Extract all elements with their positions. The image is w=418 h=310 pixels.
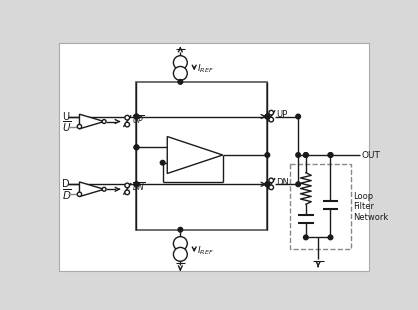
Circle shape: [125, 183, 130, 188]
Bar: [136, 82, 268, 230]
Text: +: +: [174, 142, 182, 152]
Circle shape: [134, 182, 139, 187]
Text: D: D: [62, 179, 69, 189]
Circle shape: [265, 153, 270, 157]
Circle shape: [178, 80, 183, 84]
Circle shape: [102, 120, 106, 123]
Polygon shape: [79, 114, 104, 129]
Text: $\overline{U}$: $\overline{U}$: [62, 119, 71, 134]
Circle shape: [173, 66, 187, 80]
Circle shape: [173, 247, 187, 261]
Circle shape: [134, 182, 139, 187]
Circle shape: [125, 122, 130, 127]
Text: Loop
Filter
Network: Loop Filter Network: [353, 192, 388, 222]
Text: $I_{REF}$: $I_{REF}$: [196, 244, 213, 257]
Text: −: −: [174, 158, 184, 168]
Circle shape: [125, 190, 130, 195]
Polygon shape: [79, 182, 104, 197]
Circle shape: [134, 114, 139, 119]
Text: $\overline{DN}$: $\overline{DN}$: [132, 182, 145, 194]
Circle shape: [269, 178, 273, 183]
Circle shape: [328, 235, 333, 240]
Circle shape: [269, 110, 273, 115]
Text: U: U: [62, 112, 69, 122]
Circle shape: [125, 115, 130, 120]
Circle shape: [134, 145, 139, 150]
Circle shape: [102, 187, 106, 191]
Circle shape: [134, 114, 139, 119]
Text: DN: DN: [277, 178, 290, 187]
Circle shape: [328, 153, 333, 157]
Circle shape: [296, 114, 301, 119]
Circle shape: [265, 114, 270, 119]
Circle shape: [303, 153, 308, 157]
Circle shape: [77, 124, 82, 129]
Circle shape: [77, 192, 82, 197]
Circle shape: [296, 182, 301, 187]
Circle shape: [303, 235, 308, 240]
Text: $\overline{UP}$: $\overline{UP}$: [132, 114, 144, 126]
Circle shape: [265, 182, 270, 187]
Circle shape: [296, 153, 301, 157]
Polygon shape: [167, 136, 223, 174]
Text: OUT: OUT: [361, 151, 380, 160]
Circle shape: [303, 153, 308, 157]
Circle shape: [134, 145, 139, 150]
Circle shape: [173, 237, 187, 250]
Circle shape: [265, 114, 270, 119]
Circle shape: [269, 117, 273, 122]
Text: $I_{REF}$: $I_{REF}$: [196, 63, 213, 75]
Circle shape: [178, 228, 183, 232]
Circle shape: [173, 56, 187, 69]
Circle shape: [269, 185, 273, 190]
Bar: [291, 164, 351, 249]
Circle shape: [328, 153, 333, 157]
Text: UP: UP: [277, 110, 288, 119]
Text: $\overline{D}$: $\overline{D}$: [62, 187, 72, 202]
Circle shape: [161, 160, 165, 165]
Circle shape: [265, 182, 270, 187]
